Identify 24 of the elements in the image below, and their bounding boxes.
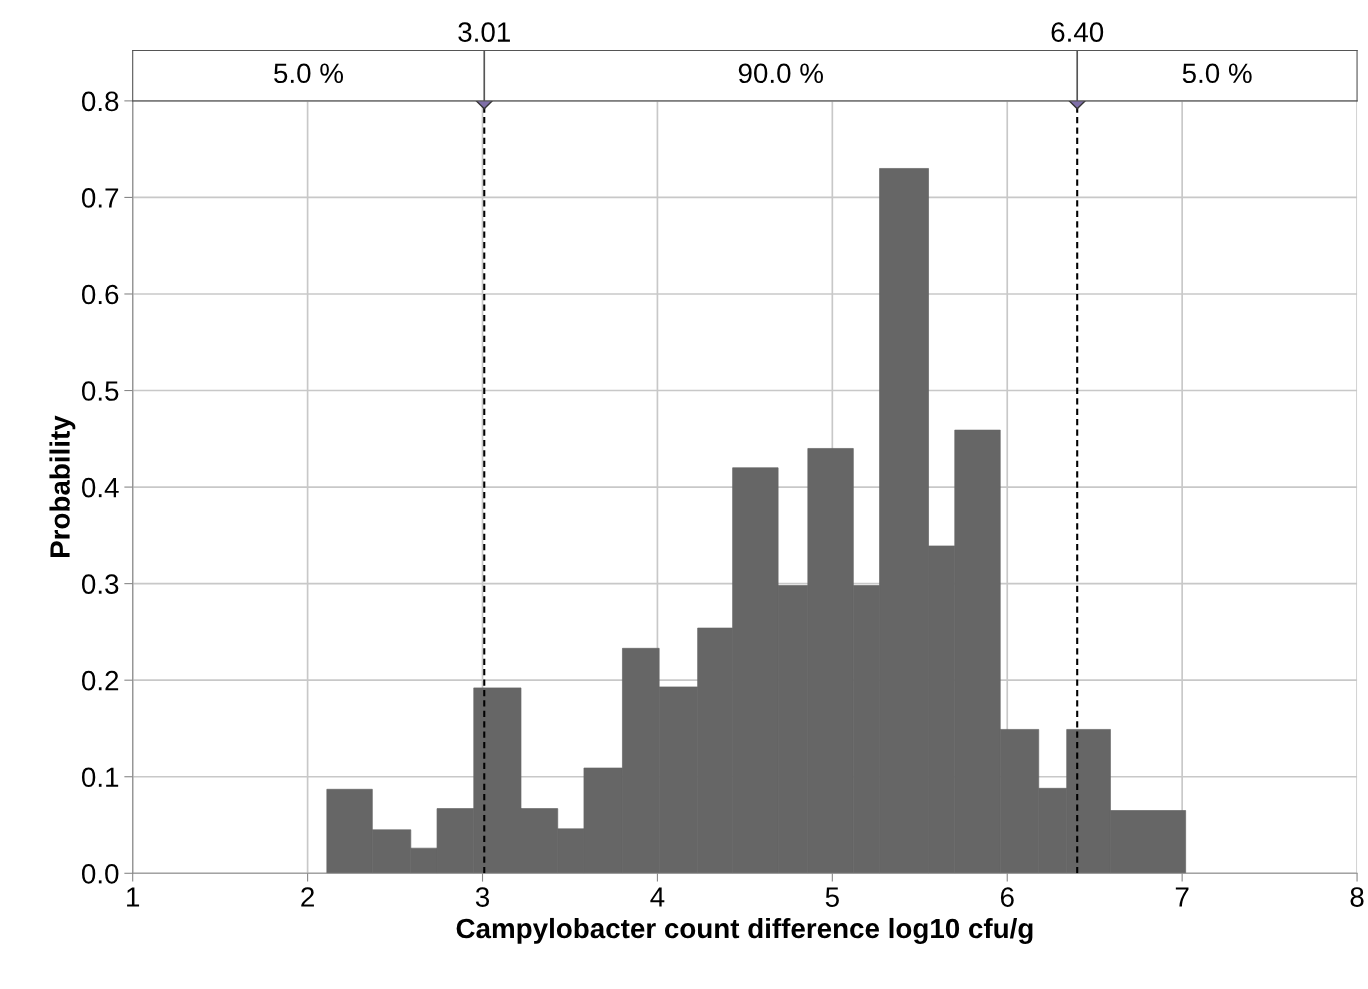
y-tick-label: 0.6 bbox=[81, 284, 119, 305]
y-tick-label: 0.7 bbox=[81, 188, 119, 208]
ref-line-label: 6.40 bbox=[1051, 22, 1104, 42]
x-axis-title: Campylobacter count difference log10 cfu/g bbox=[456, 917, 1033, 944]
y-tick-label: 0.2 bbox=[81, 670, 119, 691]
y-tick-label: 0.3 bbox=[81, 574, 119, 594]
text: 5.0 % bbox=[274, 63, 344, 84]
text: 5.0 % bbox=[1182, 63, 1252, 84]
x-tick-label: 2 bbox=[301, 887, 314, 907]
x-tick-label: 5 bbox=[825, 887, 839, 907]
x-tick-label: 8 bbox=[1350, 887, 1364, 907]
y-tick-label: 0.0 bbox=[81, 863, 119, 884]
x-tick-label: 7 bbox=[1175, 887, 1189, 907]
ref-line-label: 3.01 bbox=[458, 22, 510, 42]
y-tick-label: 0.8 bbox=[81, 91, 119, 112]
y-tick-label: 0.5 bbox=[81, 381, 119, 401]
y-tick-label: 0.1 bbox=[81, 767, 119, 788]
y-axis-title: Probability bbox=[49, 415, 76, 557]
x-tick-label: 1 bbox=[127, 887, 140, 907]
x-tick-label: 6 bbox=[1000, 887, 1014, 907]
x-tick-label: 3 bbox=[475, 887, 490, 907]
x-tick-label: 4 bbox=[650, 887, 665, 907]
text: 90.0 % bbox=[738, 63, 823, 84]
y-tick-label: 0.4 bbox=[81, 477, 119, 498]
